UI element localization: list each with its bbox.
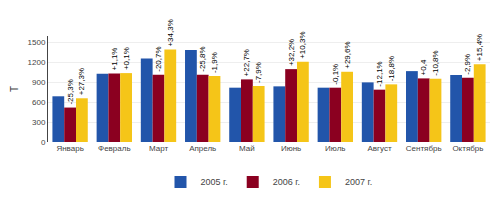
svg-text:+34,3%: +34,3% [166, 19, 175, 46]
svg-text:+27,3%: +27,3% [77, 68, 86, 95]
svg-text:+29,6%: +29,6% [343, 41, 352, 68]
svg-text:-10,8%: -10,8% [431, 50, 440, 75]
svg-text:-25,3%: -25,3% [66, 79, 75, 104]
svg-text:Октябрь: Октябрь [452, 144, 483, 153]
svg-text:-1,9%: -1,9% [210, 52, 219, 73]
svg-text:-0,1%: -0,1% [331, 64, 340, 85]
svg-text:+1,1%: +1,1% [110, 48, 119, 71]
svg-text:-25,8%: -25,8% [198, 46, 207, 71]
svg-text:-2,9%: -2,9% [463, 54, 472, 75]
svg-text:Февраль: Февраль [98, 144, 131, 153]
svg-text:2005 г.: 2005 г. [201, 177, 228, 187]
svg-text:900: 900 [32, 78, 46, 87]
svg-text:Май: Май [239, 144, 255, 153]
svg-text:Т: Т [9, 86, 20, 92]
svg-text:Март: Март [149, 144, 168, 153]
svg-text:+0,4: +0,4 [419, 59, 428, 75]
svg-text:+15,4%: +15,4% [475, 34, 484, 61]
svg-text:2006 г.: 2006 г. [273, 177, 300, 187]
svg-text:0: 0 [41, 138, 46, 147]
svg-text:+32,2%: +32,2% [287, 39, 296, 66]
svg-text:-18,8%: -18,8% [387, 56, 396, 81]
svg-text:Август: Август [367, 144, 391, 153]
svg-text:1500: 1500 [28, 38, 46, 47]
svg-text:1200: 1200 [28, 58, 46, 67]
svg-text:300: 300 [32, 118, 46, 127]
svg-text:Сентябрь: Сентябрь [406, 144, 442, 153]
svg-text:Январь: Январь [56, 144, 83, 153]
svg-text:Июнь: Июнь [281, 144, 301, 153]
svg-text:Апрель: Апрель [189, 144, 216, 153]
svg-text:+10,3%: +10,3% [298, 31, 307, 58]
svg-text:-7,9%: -7,9% [254, 62, 263, 83]
svg-text:-12,1%: -12,1% [375, 61, 384, 86]
svg-text:+22,7%: +22,7% [242, 49, 251, 76]
svg-text:600: 600 [32, 98, 46, 107]
svg-text:+0,1%: +0,1% [122, 47, 131, 70]
svg-text:2007 г.: 2007 г. [345, 177, 372, 187]
svg-text:Июль: Июль [325, 144, 345, 153]
svg-text:-20,7%: -20,7% [154, 46, 163, 71]
